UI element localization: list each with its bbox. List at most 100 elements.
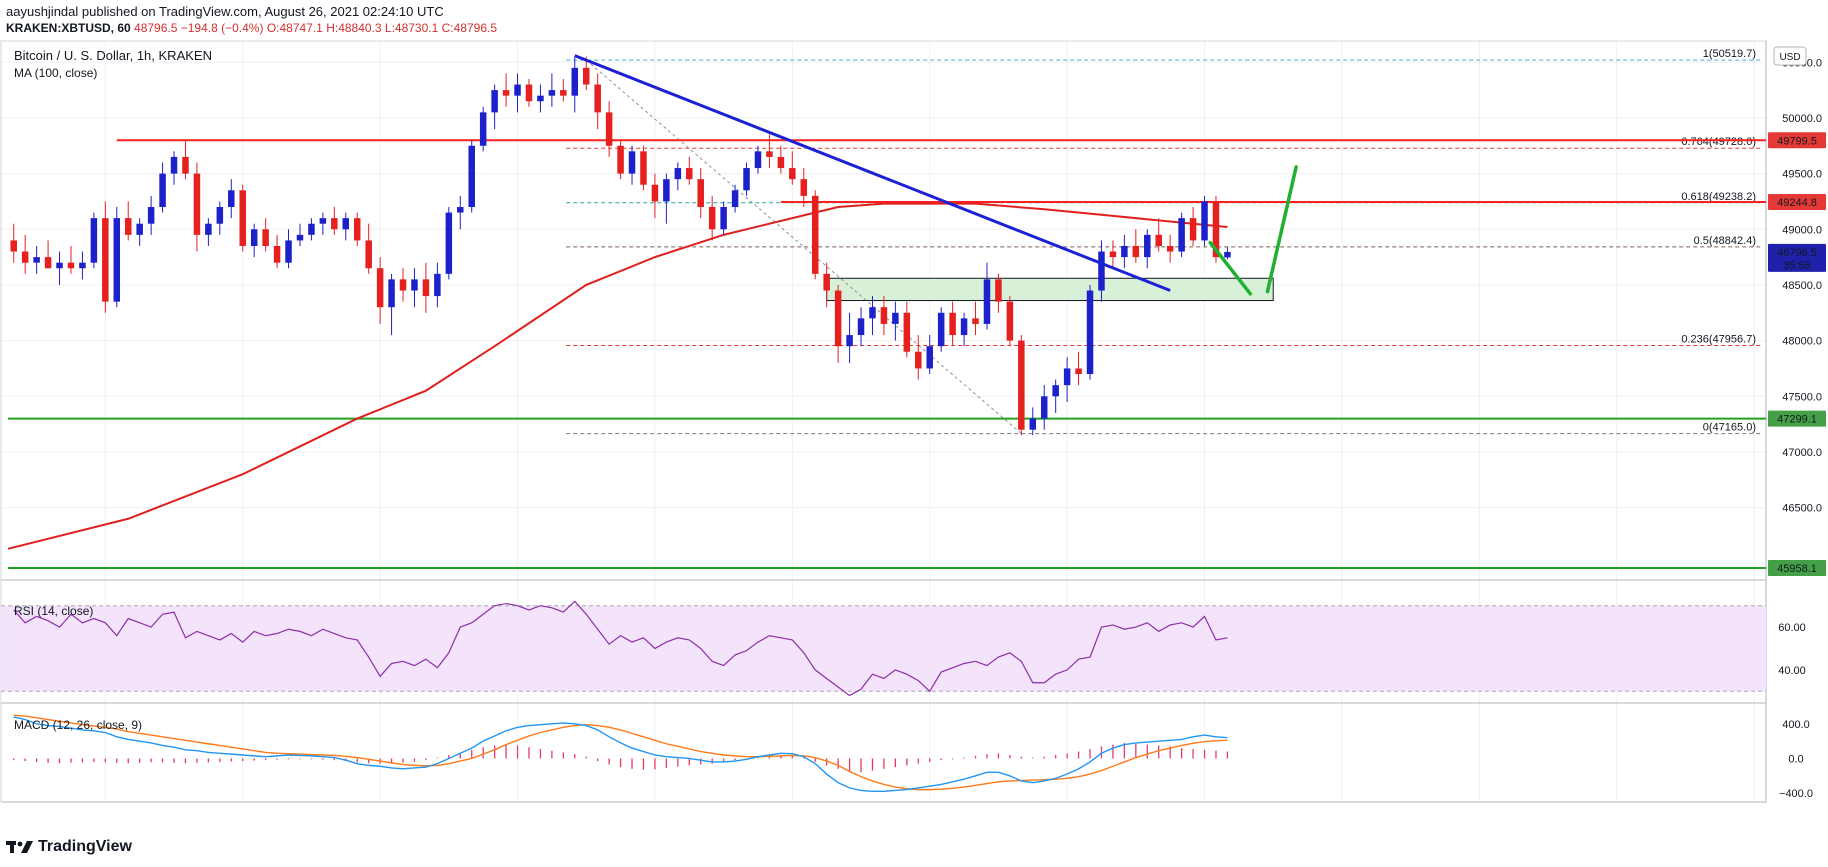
- price-axis-marker-text: 45958.1: [1777, 563, 1817, 575]
- candle-body-up: [628, 151, 636, 174]
- candle-body-up: [205, 223, 212, 235]
- candle-body-down: [273, 245, 281, 263]
- price-axis-marker: [1768, 410, 1826, 427]
- tradingview-logo-icon: [6, 841, 33, 853]
- candle-body-down: [1109, 251, 1117, 258]
- candle-body-down: [44, 257, 52, 269]
- price-tick-label: 47500.0: [1782, 391, 1822, 403]
- price-tick-label: 46500.0: [1782, 503, 1822, 515]
- candle-body-up: [960, 318, 968, 336]
- candle-body-up: [720, 207, 727, 230]
- fib-level-label: 0.764(49728.0): [1681, 136, 1756, 148]
- macd-line: [13, 716, 1228, 793]
- candle-body-down: [102, 218, 109, 302]
- bearish-trendline: [574, 54, 1171, 292]
- candle-body-down: [10, 240, 17, 252]
- candle-body-down: [365, 240, 372, 269]
- tradingview-logo-text: TradingView: [38, 838, 132, 855]
- candle-body-up: [1086, 290, 1094, 375]
- candle-body-up: [90, 218, 98, 263]
- candle-body-up: [1144, 234, 1151, 258]
- candle-body-down: [399, 279, 407, 291]
- fib-level-label: 0.5(48842.4): [1694, 235, 1756, 247]
- candles: [10, 56, 1231, 436]
- candle-body-up: [1201, 201, 1208, 241]
- candle-body-up: [33, 257, 40, 263]
- candle-body-down: [972, 318, 979, 324]
- candle-body-up: [937, 312, 945, 347]
- fib-level-label: 1(50519.7): [1703, 48, 1756, 60]
- price-tick-label: 47000.0: [1782, 447, 1822, 459]
- candle-body-up: [1121, 245, 1128, 258]
- ohlc-values: O:48747.1 H:48840.3 L:48730.1 C:48796.5: [266, 21, 497, 35]
- candle-body-up: [926, 346, 933, 369]
- rsi-tick-label: 60.00: [1778, 622, 1806, 634]
- candle-body-up: [548, 90, 556, 96]
- price-axis-marker: [1768, 243, 1826, 272]
- price-chart[interactable]: 1(50519.7) 0.764(49728.0) 0.618(49238.2) 0.…: [0, 40, 1828, 803]
- price-axis-marker-text: 47299.1: [1777, 414, 1817, 426]
- candle-body-up: [514, 84, 521, 96]
- candle-body-up: [388, 279, 395, 308]
- candle-body-down: [915, 351, 922, 369]
- price-tick-label: 50000.0: [1782, 113, 1822, 125]
- candle-body-down: [995, 279, 1002, 302]
- fib-level-label: 0(47165.0): [1703, 422, 1756, 434]
- candle-body-up: [468, 145, 475, 208]
- candle-body-up: [342, 218, 350, 230]
- candle-body-down: [124, 218, 132, 235]
- candle-body-up: [1040, 396, 1048, 419]
- price-axis-marker-text: 49799.5: [1777, 135, 1817, 147]
- candle-body-up: [537, 95, 544, 102]
- candle-body-up: [754, 151, 762, 169]
- publisher-line: aayushjindal published on TradingView.co…: [6, 4, 444, 19]
- candle-body-up: [445, 212, 453, 274]
- candle-body-up: [296, 234, 304, 241]
- candle-body-down: [21, 251, 29, 263]
- candle-body-down: [1189, 218, 1197, 241]
- candle-body-down: [525, 84, 533, 102]
- candle-body-down: [239, 190, 246, 246]
- candle-body-down: [353, 218, 361, 241]
- candle-body-up: [869, 307, 876, 319]
- candle-body-down: [777, 156, 785, 169]
- candle-body-down: [686, 168, 693, 180]
- candle-body-up: [434, 273, 441, 297]
- candle-body-down: [1155, 234, 1162, 246]
- candle-body-up: [1029, 418, 1037, 430]
- candle-body-down: [697, 179, 704, 208]
- candle-body-down: [605, 112, 613, 146]
- candle-body-up: [846, 335, 853, 347]
- candle-body-up: [1098, 251, 1105, 291]
- tradingview-logo[interactable]: TradingView: [6, 838, 132, 856]
- macd-tick-label: 400.0: [1782, 719, 1810, 731]
- candle-body-up: [663, 179, 670, 202]
- candle-body-down: [560, 90, 567, 96]
- candle-body-down: [834, 290, 842, 347]
- rsi-tick-label: 40.00: [1778, 665, 1806, 677]
- candle-body-down: [800, 179, 808, 196]
- currency-badge[interactable]: [1773, 46, 1807, 66]
- candle-body-down: [331, 218, 338, 230]
- candle-body-down: [640, 151, 647, 185]
- candle-body-up: [308, 223, 315, 235]
- macd-pane: [13, 714, 1229, 793]
- candle-body-down: [67, 262, 75, 269]
- candle-body-up: [743, 168, 750, 191]
- candle-body-up: [56, 262, 63, 269]
- candle-body-up: [228, 190, 235, 208]
- candle-body-up: [479, 112, 487, 146]
- candle-body-up: [731, 190, 739, 208]
- chart-title: Bitcoin / U. S. Dollar, 1h, KRAKEN: [14, 48, 212, 63]
- price-tick-label: 49000.0: [1782, 224, 1822, 236]
- candle-body-up: [491, 90, 498, 113]
- candle-body-down: [1075, 368, 1082, 375]
- candle-body-down: [502, 90, 510, 96]
- candle-body-up: [147, 207, 155, 224]
- candle-body-down: [193, 173, 201, 235]
- candle-body-down: [582, 67, 590, 85]
- candle-body-down: [1166, 245, 1174, 252]
- macd-signal-line: [13, 714, 1228, 791]
- candle-body-down: [617, 145, 624, 174]
- candle-body-down: [594, 84, 601, 113]
